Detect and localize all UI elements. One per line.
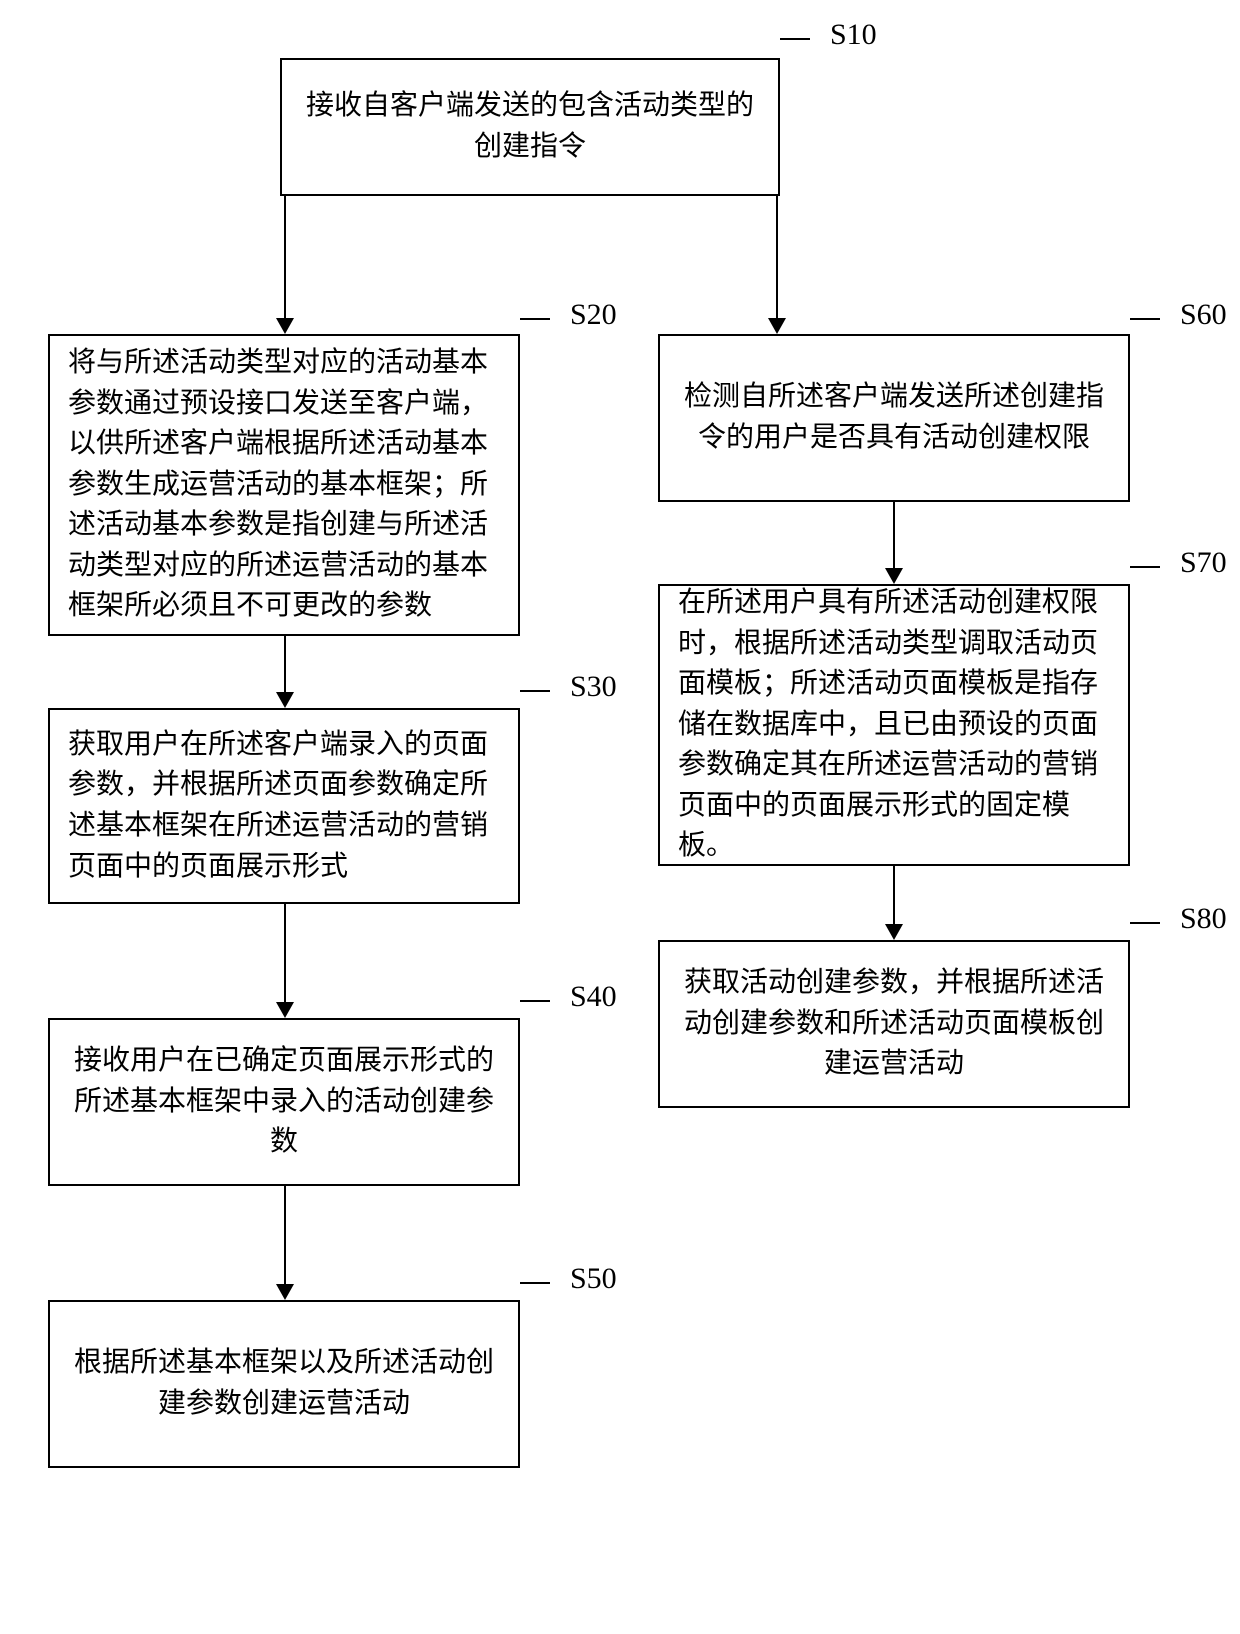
edge-s20-s30-head: [276, 692, 294, 708]
tick-s70: [1130, 566, 1160, 568]
node-s20-text: 将与所述活动类型对应的活动基本参数通过预设接口发送至客户端，以供所述客户端根据所…: [68, 343, 500, 627]
label-s40: S40: [570, 980, 617, 1014]
node-s60-text: 检测自所述客户端发送所述创建指令的用户是否具有活动创建权限: [678, 377, 1110, 458]
node-s10-text: 接收自客户端发送的包含活动类型的创建指令: [300, 86, 760, 167]
node-s70: 在所述用户具有所述活动创建权限时，根据所述活动类型调取活动页面模板；所述活动页面…: [658, 584, 1130, 866]
tick-s20: [520, 318, 550, 320]
label-s30: S30: [570, 670, 617, 704]
node-s80-text: 获取活动创建参数，并根据所述活动创建参数和所述活动页面模板创建运营活动: [678, 963, 1110, 1085]
label-s70: S70: [1180, 546, 1227, 580]
node-s10: 接收自客户端发送的包含活动类型的创建指令: [280, 58, 780, 196]
node-s60: 检测自所述客户端发送所述创建指令的用户是否具有活动创建权限: [658, 334, 1130, 502]
tick-s30: [520, 690, 550, 692]
node-s40: 接收用户在已确定页面展示形式的所述基本框架中录入的活动创建参数: [48, 1018, 520, 1186]
edge-s40-s50-head: [276, 1284, 294, 1300]
edge-s70-s80-v: [893, 866, 895, 926]
node-s30-text: 获取用户在所述客户端录入的页面参数，并根据所述页面参数确定所述基本框架在所述运营…: [68, 725, 500, 887]
node-s50-text: 根据所述基本框架以及所述活动创建参数创建运营活动: [68, 1343, 500, 1424]
label-s60: S60: [1180, 298, 1227, 332]
node-s20: 将与所述活动类型对应的活动基本参数通过预设接口发送至客户端，以供所述客户端根据所…: [48, 334, 520, 636]
node-s30: 获取用户在所述客户端录入的页面参数，并根据所述页面参数确定所述基本框架在所述运营…: [48, 708, 520, 904]
edge-s30-s40-head: [276, 1002, 294, 1018]
edge-s20-s30-v: [284, 636, 286, 694]
edge-s10-s20-v: [284, 196, 286, 320]
edge-s10-s60-v: [776, 196, 778, 320]
edge-s70-s80-head: [885, 924, 903, 940]
edge-s60-s70-v: [893, 502, 895, 570]
node-s70-text: 在所述用户具有所述活动创建权限时，根据所述活动类型调取活动页面模板；所述活动页面…: [678, 583, 1110, 867]
edge-s30-s40-v: [284, 904, 286, 1004]
label-s20: S20: [570, 298, 617, 332]
label-s50: S50: [570, 1262, 617, 1296]
node-s40-text: 接收用户在已确定页面展示形式的所述基本框架中录入的活动创建参数: [68, 1041, 500, 1163]
tick-s10: [780, 38, 810, 40]
label-s10: S10: [830, 18, 877, 52]
edge-s10-s60-head: [768, 318, 786, 334]
edge-s10-s20-head: [276, 318, 294, 334]
tick-s50: [520, 1282, 550, 1284]
node-s80: 获取活动创建参数，并根据所述活动创建参数和所述活动页面模板创建运营活动: [658, 940, 1130, 1108]
edge-s60-s70-head: [885, 568, 903, 584]
tick-s80: [1130, 922, 1160, 924]
label-s80: S80: [1180, 902, 1227, 936]
tick-s60: [1130, 318, 1160, 320]
tick-s40: [520, 1000, 550, 1002]
edge-s40-s50-v: [284, 1186, 286, 1286]
node-s50: 根据所述基本框架以及所述活动创建参数创建运营活动: [48, 1300, 520, 1468]
